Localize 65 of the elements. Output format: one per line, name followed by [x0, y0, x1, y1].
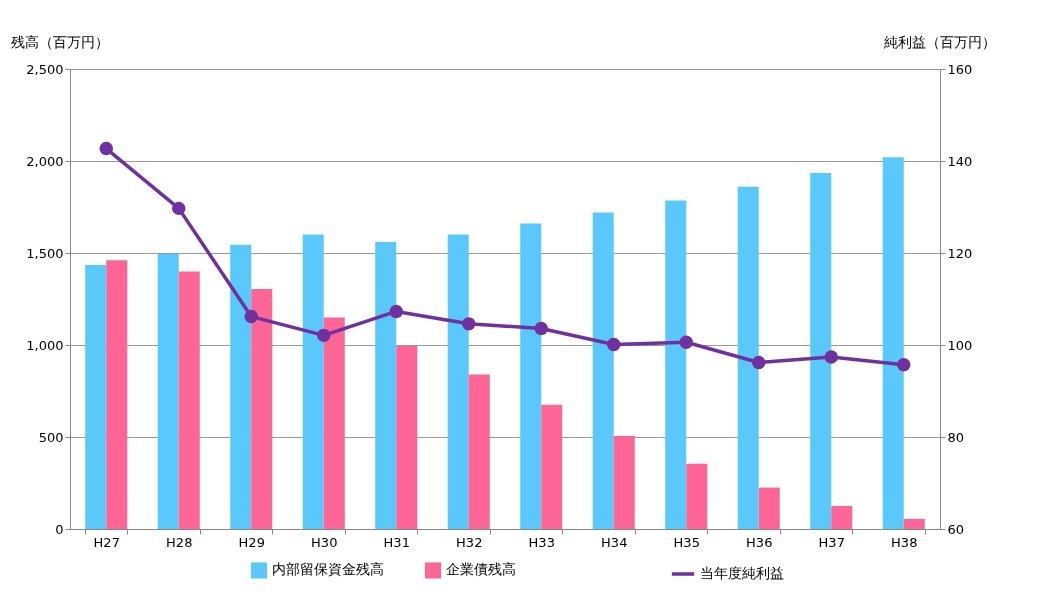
x-tick-label: H32: [456, 534, 483, 550]
y-tick-label: 500: [38, 429, 64, 445]
bar: [106, 260, 128, 529]
bar: [302, 234, 324, 529]
y-tick-label: 1,500: [26, 245, 64, 261]
x-tick-label: H38: [891, 534, 918, 550]
bar: [468, 374, 490, 529]
y2-axis-title: 純利益（百万円）: [883, 33, 996, 50]
bar: [375, 241, 397, 529]
bar: [737, 186, 759, 529]
point: [824, 350, 838, 364]
y-axis-title: 残高（百万円）: [10, 33, 109, 50]
y2-tick-label: 100: [947, 337, 973, 353]
y-tick-label: 2,000: [26, 153, 64, 169]
legend-label: 当年度純利益: [700, 565, 784, 581]
legend-label: 企業債残高: [446, 561, 516, 578]
x-tick-label: H36: [746, 534, 773, 550]
bar: [541, 404, 563, 529]
y-tick-label: 1,000: [26, 337, 64, 353]
bar: [665, 200, 687, 529]
x-tick-label: H33: [528, 534, 555, 550]
y-tick-label: 2,500: [26, 61, 64, 77]
x-tick-label: H29: [238, 534, 265, 550]
point: [462, 317, 476, 331]
y2-tick-label: 120: [947, 245, 973, 261]
bar: [251, 288, 273, 529]
point: [534, 321, 548, 336]
y2-tick-label: 60: [947, 521, 965, 537]
y2-tick-label: 140: [947, 153, 973, 169]
bar: [903, 518, 925, 529]
point: [607, 337, 621, 352]
bar: [230, 244, 252, 529]
x-tick-label: H27: [93, 534, 120, 550]
x-tick-label: H31: [383, 534, 410, 550]
point: [752, 355, 766, 370]
y2-tick-label: 80: [947, 429, 965, 445]
x-tick-label: H34: [601, 534, 628, 550]
point: [172, 201, 186, 216]
bar: [157, 253, 179, 529]
bar: [758, 487, 780, 529]
bar: [323, 317, 345, 529]
bar: [396, 345, 418, 529]
point: [679, 335, 693, 349]
point: [244, 309, 258, 324]
y-tick-label: 0: [55, 521, 64, 537]
bar: [810, 172, 832, 529]
point: [99, 141, 113, 156]
bar: [592, 212, 614, 529]
bar: [831, 506, 853, 529]
legend-label: 内部留保資金残高: [272, 561, 384, 578]
bar: [85, 264, 107, 529]
bar: [178, 271, 200, 529]
y2-tick-label: 160: [947, 61, 973, 77]
point: [317, 328, 331, 343]
point: [389, 304, 403, 319]
x-tick-label: H37: [818, 534, 845, 550]
x-tick-label: H28: [166, 534, 193, 550]
bar: [686, 463, 708, 529]
bar: [520, 223, 542, 529]
bar: [613, 436, 635, 529]
x-tick-label: H35: [673, 534, 700, 550]
bar: [882, 157, 904, 529]
bar: [447, 234, 469, 529]
x-tick-label: H30: [311, 534, 338, 550]
point: [897, 358, 911, 372]
